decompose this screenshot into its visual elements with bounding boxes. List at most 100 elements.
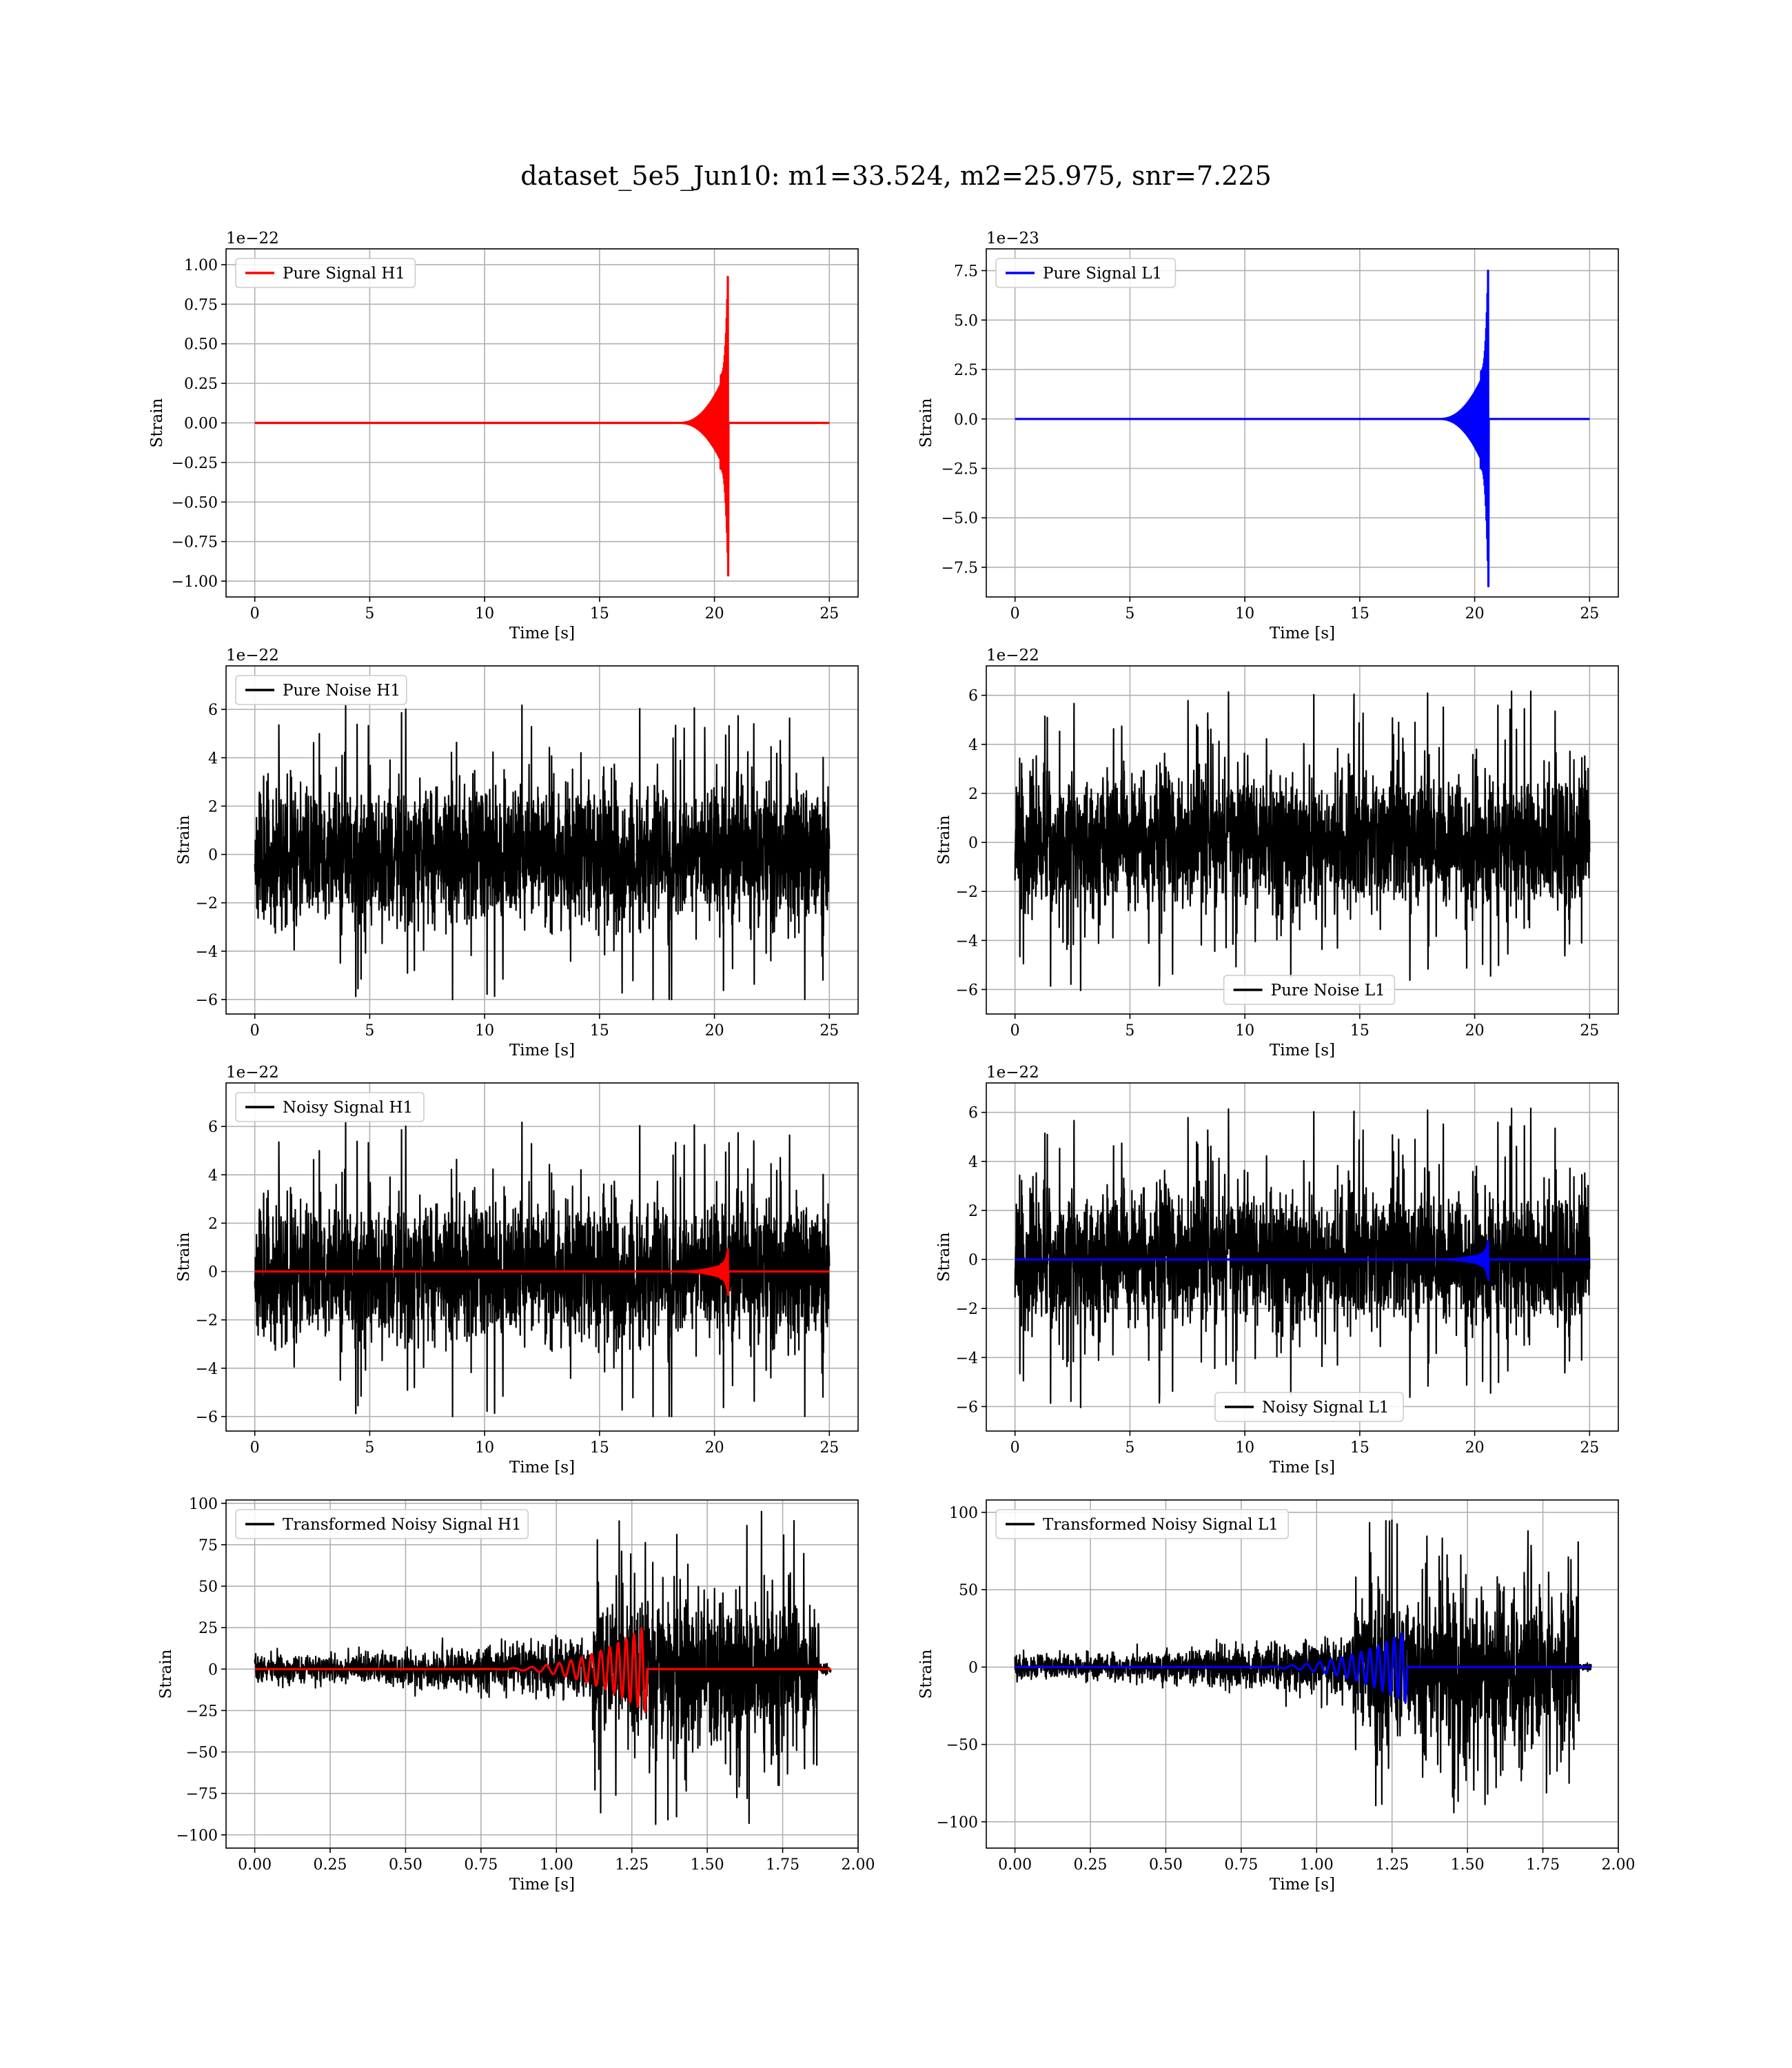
x-tick-label: 1.50 xyxy=(691,1856,724,1874)
legend-label: Pure Noise L1 xyxy=(1271,982,1385,1000)
x-tick-label: 0 xyxy=(250,1022,260,1040)
y-tick-label: 0 xyxy=(208,1264,218,1281)
x-tick-label: 10 xyxy=(1235,1022,1254,1040)
x-tick-label: 0.75 xyxy=(464,1856,498,1874)
y-tick-label: 0.00 xyxy=(184,416,218,433)
x-tick-label: 15 xyxy=(590,1022,609,1040)
x-tick-label: 20 xyxy=(1465,605,1485,622)
axis-offset-text: 1e−23 xyxy=(986,230,1039,247)
x-tick-label: 0 xyxy=(1010,605,1020,622)
y-tick-label: −1.00 xyxy=(172,574,218,591)
y-tick-label: −4 xyxy=(956,933,978,950)
legend: Noisy Signal L1 xyxy=(1214,1392,1404,1422)
x-axis-label: Time [s] xyxy=(1270,1042,1335,1060)
x-tick-label: 0 xyxy=(1010,1022,1020,1040)
x-tick-label: 1.75 xyxy=(766,1856,800,1874)
x-tick-label: 25 xyxy=(819,1022,839,1040)
x-axis-label: Time [s] xyxy=(1270,1459,1335,1477)
y-tick-label: −5.0 xyxy=(941,510,978,527)
x-tick-label: 10 xyxy=(475,605,494,622)
subplot-transformed-l1: 0.00 0.25 0.50 0.75 1.00 1.25 1.50 1.75 2.00 100 5… xyxy=(917,1499,1636,1894)
y-axis-label: Strain xyxy=(917,398,935,447)
plot-area xyxy=(1014,1107,1591,1408)
y-axis-label: Strain xyxy=(157,1649,175,1699)
legend: Noisy Signal H1 xyxy=(235,1092,425,1122)
series-line xyxy=(254,276,831,577)
x-axis-label: Time [s] xyxy=(509,1042,575,1060)
series-line xyxy=(1014,1632,1592,1704)
y-tick-label: 25 xyxy=(198,1620,218,1637)
y-tick-label: −2 xyxy=(956,1301,978,1318)
x-tick-label: 0.00 xyxy=(998,1856,1032,1874)
x-tick-label: 10 xyxy=(1235,605,1254,622)
y-tick-label: 4 xyxy=(208,1167,218,1184)
axis-offset-text: 1e−22 xyxy=(226,1064,279,1082)
y-tick-label: 2.5 xyxy=(954,362,978,379)
axes-frame xyxy=(225,1499,859,1849)
series-line xyxy=(254,1248,831,1296)
y-tick-label: −6 xyxy=(196,1409,218,1426)
plot-area xyxy=(1014,270,1591,587)
y-tick-label: −6 xyxy=(956,1399,978,1416)
y-tick-label: 6 xyxy=(208,1119,218,1136)
y-tick-label: −75 xyxy=(186,1786,218,1803)
x-tick-label: 0.25 xyxy=(1074,1856,1108,1874)
y-tick-label: −0.25 xyxy=(172,455,218,472)
x-tick-label: 25 xyxy=(1580,1022,1599,1040)
y-tick-label: 0 xyxy=(208,1661,218,1679)
x-tick-label: 25 xyxy=(819,605,839,622)
legend-label: Transformed Noisy Signal L1 xyxy=(1043,1516,1279,1534)
legend-frame xyxy=(235,1509,529,1539)
y-tick-label: 0 xyxy=(968,835,978,852)
plot-area xyxy=(254,1510,832,1825)
axis-offset-text: 1e−22 xyxy=(986,647,1039,665)
x-tick-label: 5 xyxy=(1125,1439,1134,1457)
y-tick-label: −100 xyxy=(937,1814,978,1832)
x-tick-label: 1.25 xyxy=(1375,1856,1409,1874)
x-tick-label: 20 xyxy=(1465,1439,1485,1457)
series-line xyxy=(1014,270,1591,587)
x-tick-label: 2.00 xyxy=(1602,1856,1636,1874)
y-tick-label: 2 xyxy=(968,786,978,803)
x-axis-label: Time [s] xyxy=(509,625,575,642)
x-axis-label: Time [s] xyxy=(1270,1876,1335,1894)
x-tick-label: 25 xyxy=(1580,1439,1599,1457)
y-tick-label: −50 xyxy=(946,1737,978,1754)
y-tick-label: −2 xyxy=(196,1312,218,1330)
legend: Pure Noise H1 xyxy=(235,675,407,705)
x-tick-label: 20 xyxy=(705,1022,724,1040)
x-tick-label: 1.00 xyxy=(540,1856,573,1874)
y-tick-label: 2 xyxy=(208,1215,218,1233)
x-tick-label: 5 xyxy=(1125,605,1134,622)
y-tick-label: 0.25 xyxy=(184,376,218,393)
y-tick-label: 1.00 xyxy=(184,257,218,274)
x-tick-label: 10 xyxy=(475,1439,494,1457)
y-tick-label: 0 xyxy=(968,1659,978,1676)
y-axis-label: Strain xyxy=(935,1232,953,1281)
legend: Pure Signal L1 xyxy=(995,258,1177,288)
series-line xyxy=(1014,1239,1591,1281)
series-line xyxy=(1014,690,1591,991)
y-tick-label: 6 xyxy=(968,1105,978,1122)
legend-frame xyxy=(1214,1392,1404,1422)
subplot-transformed-h1: 0.00 0.25 0.50 0.75 1.00 1.25 1.50 1.75 2.00 100 7… xyxy=(157,1496,875,1894)
x-tick-label: 20 xyxy=(1465,1022,1485,1040)
legend: Pure Noise L1 xyxy=(1223,975,1396,1005)
legend-label: Pure Signal L1 xyxy=(1043,265,1162,283)
y-tick-label: 5.0 xyxy=(954,312,978,330)
legend-frame xyxy=(995,1509,1290,1539)
series-line xyxy=(254,704,831,1001)
y-tick-label: −7.5 xyxy=(941,560,978,577)
y-tick-label: 100 xyxy=(949,1505,978,1522)
subplot-pure-signal-l1: 0 5 10 15 20 25 7.5 5.0 2.5 0.0 −2.5 −5.0 −7.5 Time [… xyxy=(917,230,1619,642)
x-tick-label: 1.00 xyxy=(1300,1856,1334,1874)
y-tick-label: −4 xyxy=(196,1361,218,1378)
x-tick-label: 5 xyxy=(365,605,374,622)
x-tick-label: 0.50 xyxy=(389,1856,422,1874)
y-tick-label: −50 xyxy=(186,1745,218,1762)
y-tick-label: 2 xyxy=(968,1203,978,1220)
axes-frame xyxy=(986,248,1619,598)
y-tick-label: −100 xyxy=(176,1827,218,1845)
